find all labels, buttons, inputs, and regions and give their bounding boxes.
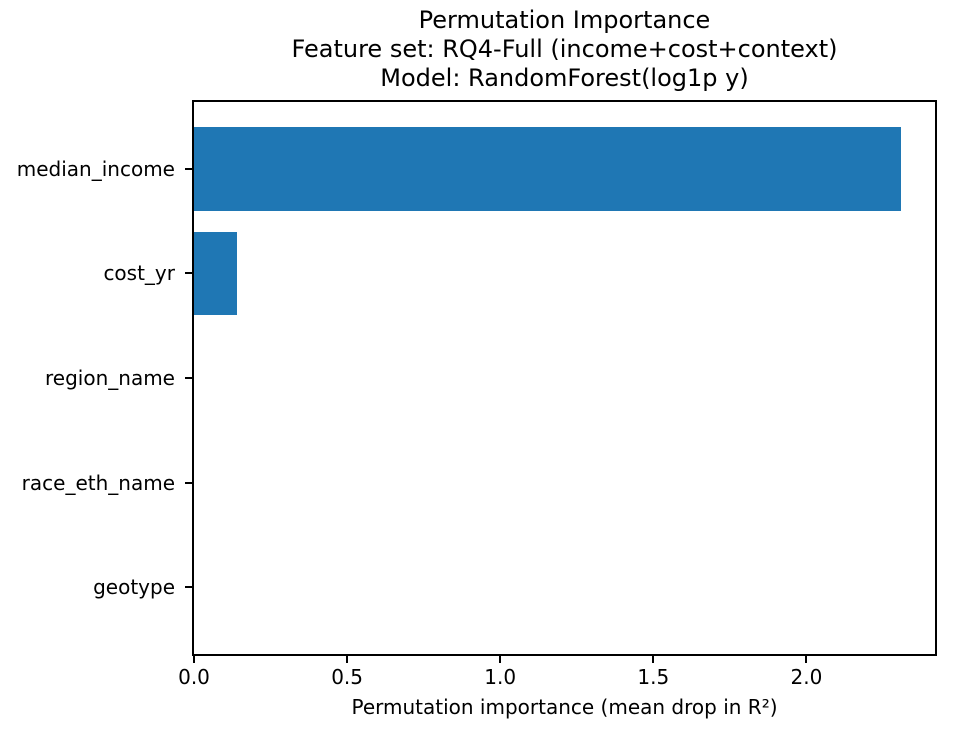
x-tick-label-0.5: 0.5 xyxy=(331,665,363,689)
chart-title: Permutation Importance Feature set: RQ4-… xyxy=(192,6,937,93)
x-tick-label-0.0: 0.0 xyxy=(178,665,210,689)
x-tick-label-2.0: 2.0 xyxy=(790,665,823,689)
x-tick-1.0 xyxy=(499,656,502,663)
y-tick-median_income xyxy=(185,167,192,170)
y-tick-cost_yr xyxy=(185,272,192,275)
y-tick-label-cost_yr: cost_yr xyxy=(103,261,175,286)
y-tick-geotype xyxy=(185,586,192,589)
y-tick-region_name xyxy=(185,377,192,379)
x-tick-0.0 xyxy=(193,656,195,663)
y-tick-label-geotype: geotype xyxy=(93,575,175,600)
y-tick-label-race_eth_name: race_eth_name xyxy=(21,470,175,495)
chart-title-line-2: Feature set: RQ4-Full (income+cost+conte… xyxy=(291,35,838,63)
x-tick-label-1.0: 1.0 xyxy=(484,665,517,689)
plot-area xyxy=(192,100,937,656)
x-tick-1.5 xyxy=(652,656,655,663)
y-tick-label-median_income: median_income xyxy=(16,156,175,181)
y-tick-label-region_name: region_name xyxy=(45,366,175,390)
bar-median_income xyxy=(194,127,902,211)
x-tick-2.0 xyxy=(805,656,808,663)
x-tick-label-1.5: 1.5 xyxy=(637,665,670,689)
y-tick-race_eth_name xyxy=(185,481,192,484)
chart-title-line-1: Permutation Importance xyxy=(418,6,711,34)
x-axis-label: Permutation importance (mean drop in R²) xyxy=(351,695,778,719)
x-tick-0.5 xyxy=(346,656,349,663)
chart-title-line-3: Model: RandomForest(log1p y) xyxy=(380,64,749,92)
bar-cost_yr xyxy=(194,231,237,316)
